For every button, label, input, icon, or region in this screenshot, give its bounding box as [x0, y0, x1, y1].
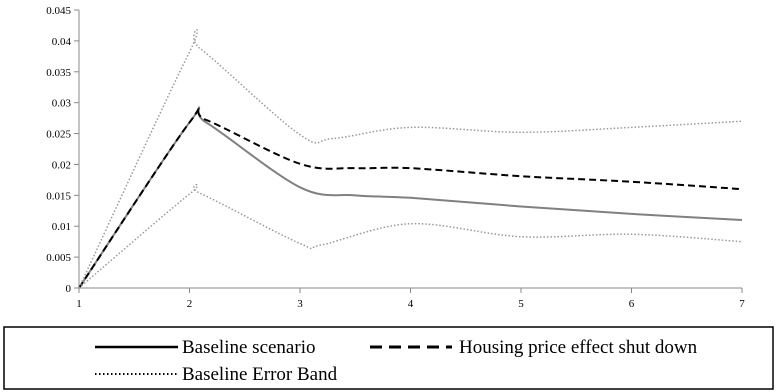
- y-tick-label: 0.02: [52, 159, 71, 171]
- y-tick-label: 0.03: [52, 98, 72, 110]
- y-tick-label: 0.005: [46, 252, 71, 264]
- y-tick-label: 0.01: [52, 221, 71, 233]
- x-axis-ticks: 1 2 3 4 5 6 7: [76, 288, 745, 310]
- legend-label-baseline-scenario: Baseline scenario: [182, 337, 315, 358]
- legend-label-baseline-error-band: Baseline Error Band: [182, 364, 338, 385]
- series-line-dashed-1: [78, 106, 743, 289]
- x-tick-label: 3: [297, 298, 303, 310]
- x-tick-label: 5: [518, 298, 524, 310]
- x-tick-label: 7: [739, 298, 745, 310]
- y-tick-label: 0: [66, 283, 72, 295]
- y-tick-label: 0.025: [46, 129, 71, 141]
- y-tick-label: 0.015: [46, 190, 71, 202]
- plot-area: 0 0.005 0.01 0.015 0.02 0.025 0.03 0.035 0.04 0.0…: [46, 5, 745, 310]
- legend-label-housing-price-effect: Housing price effect shut down: [459, 337, 698, 358]
- legend-box: [3, 326, 774, 390]
- x-tick-label: 2: [187, 298, 193, 310]
- series-line-solid-0: [78, 106, 743, 289]
- y-axis-ticks: 0 0.005 0.01 0.015 0.02 0.025 0.03 0.035 0.04 0.0…: [46, 5, 79, 295]
- y-tick-label: 0.04: [52, 36, 72, 48]
- x-tick-label: 4: [408, 298, 414, 310]
- x-tick-label: 1: [76, 298, 82, 310]
- y-tick-label: 0.045: [46, 5, 71, 17]
- series-line-dotted-2: [78, 29, 743, 289]
- series-line-dotted-3: [78, 183, 743, 289]
- series-layer: [78, 29, 743, 289]
- y-tick-label: 0.035: [46, 67, 71, 79]
- x-tick-label: 6: [629, 298, 635, 310]
- legend: Baseline scenario Housing price effect s…: [3, 326, 774, 390]
